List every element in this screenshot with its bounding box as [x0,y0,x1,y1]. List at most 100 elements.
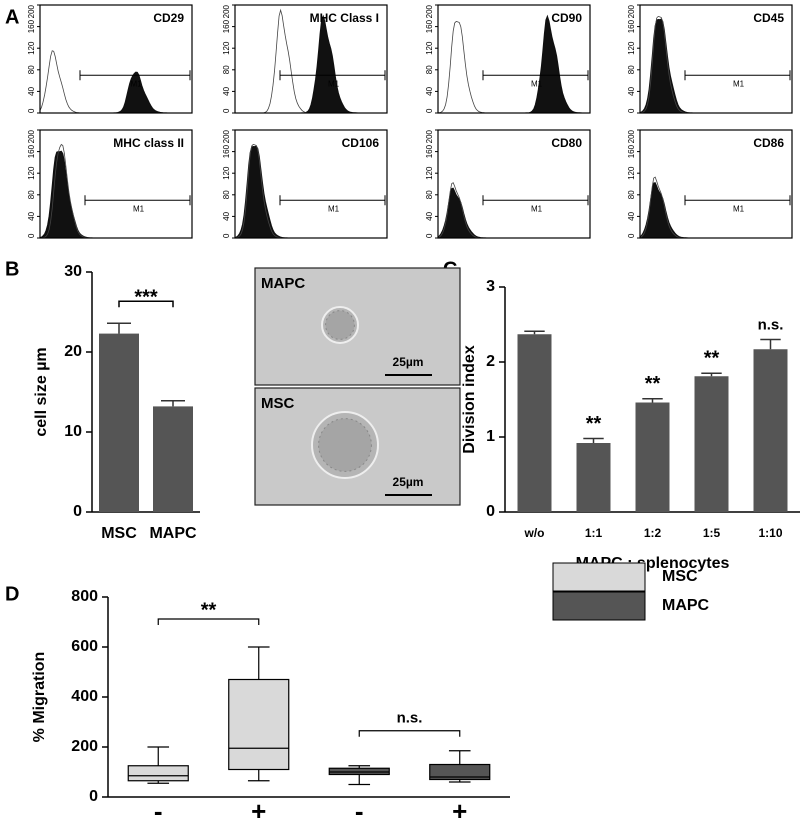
significance: ** [586,413,602,435]
y-tick-label: 160 [27,144,36,158]
significance: ** [201,599,217,621]
bar [576,443,611,512]
cell-interior [318,418,372,472]
marker-title: CD106 [342,136,380,150]
y-tick-label: 200 [627,4,636,18]
gate-label: M1 [133,204,145,213]
y-tick-label: 40 [222,86,231,95]
box [429,763,491,781]
bracket [157,618,260,625]
y-tick-label: 160 [222,144,231,158]
y-tick-label: 160 [27,19,36,33]
scale-label: 25µm [393,475,424,489]
bar [517,334,552,512]
y-tick-label: 80 [27,65,36,74]
x-tick-label: w/o [524,526,545,540]
y-tick-label: 40 [27,211,36,220]
filled-histogram [639,182,792,239]
marker-title: CD86 [753,136,784,150]
gate-label: M1 [531,204,543,213]
y-tick-label: 600 [71,638,98,655]
y-tick-label: 40 [27,86,36,95]
y-tick-label: 400 [71,688,98,705]
error-bar [760,338,781,350]
y-tick-label: 10 [64,423,82,440]
marker-title: MHC class II [113,136,184,150]
y-tick-label: 0 [425,233,434,238]
marker-title: CD90 [551,11,582,25]
filled-histogram [235,14,387,114]
y-tick-label: 80 [222,65,231,74]
filled-histogram [438,14,590,114]
open-histogram [39,50,192,114]
significance: *** [134,286,158,308]
y-tick-label: 200 [27,129,36,143]
y-tick-label: 200 [425,4,434,18]
y-tick-label: 20 [64,343,82,360]
y-tick-label: 120 [27,41,36,55]
open-histogram [437,21,590,114]
filled-histogram [40,71,192,114]
plot-frame [437,129,591,239]
plot-frame [39,129,193,239]
y-tick-label: 160 [627,144,636,158]
error-bar [642,398,663,403]
x-tick-label: - [355,796,364,820]
error-bar [701,372,722,377]
error-bar [107,322,131,334]
y-tick-label: 0 [89,788,98,805]
y-tick-label: 120 [627,166,636,180]
bar [99,333,139,512]
cell-interior [325,310,355,340]
y-tick-label: 80 [425,65,434,74]
y-tick-label: 120 [627,41,636,55]
filled-histogram [234,145,387,239]
bracket [118,300,174,308]
y-tick-label: 2 [486,353,495,370]
panel-letter: A [5,6,19,28]
x-tick-label: 1:2 [644,526,662,540]
panel-letter: B [5,258,19,280]
micrograph-label: MAPC [261,275,305,292]
y-tick-label: 80 [27,190,36,199]
y-tick-label: 80 [425,190,434,199]
marker-title: CD80 [551,136,582,150]
y-tick-label: 0 [425,108,434,113]
y-tick-label: 40 [425,211,434,220]
filled-histogram [437,187,590,239]
box [328,767,390,776]
bar [635,402,670,512]
plot-frame [639,4,793,114]
y-tick-label: 30 [64,263,82,280]
legend-swatch [552,591,646,621]
y-tick-label: 160 [222,19,231,33]
plot-frame [234,4,388,114]
y-tick-label: 160 [425,19,434,33]
y-tick-label: 80 [627,65,636,74]
filled-histogram [39,150,192,239]
marker-title: MHC Class I [310,11,379,25]
x-tick-label: 1:10 [758,526,782,540]
plot-frame [234,129,388,239]
gate-label: M1 [531,79,543,88]
y-tick-label: 200 [71,738,98,755]
micrograph-label: MSC [261,395,295,412]
bar [153,406,193,512]
y-tick-label: 0 [27,233,36,238]
y-tick-label: 160 [425,144,434,158]
significance: n.s. [397,710,423,727]
gate-label: M1 [130,79,142,88]
y-tick-label: 0 [486,503,495,520]
filled-histogram [639,18,792,114]
plot-frame [39,4,193,114]
marker-title: CD45 [753,11,784,25]
open-histogram [235,8,387,114]
y-tick-label: 200 [27,4,36,18]
y-tick-label: 200 [425,129,434,143]
x-tick-label: 1:1 [585,526,603,540]
y-tick-label: 120 [222,166,231,180]
bar [694,376,729,512]
plot-frame [437,4,591,114]
y-tick-label: 800 [71,588,98,605]
